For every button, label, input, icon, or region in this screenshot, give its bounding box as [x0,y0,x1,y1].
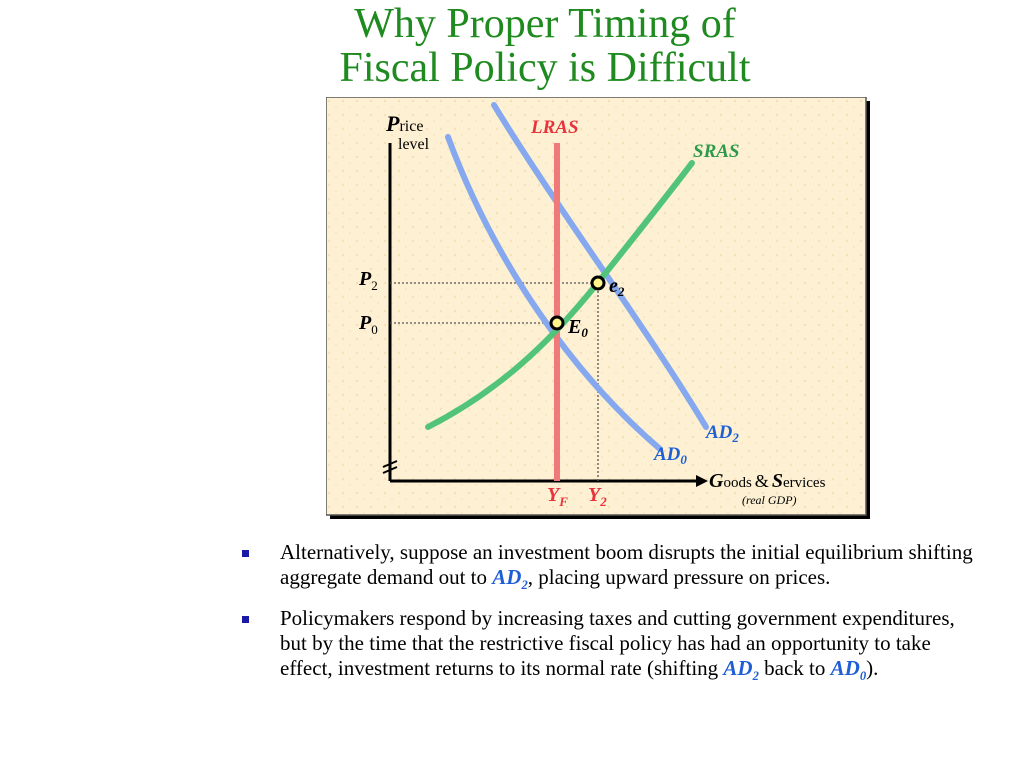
equilibrium-E0-point [549,315,565,331]
E0-label: E0 [567,316,588,340]
bullet-item-2: Policymakers respond by increasing taxes… [238,606,978,689]
bullet-2-text-middle: back to [758,656,831,681]
title-line-1: Why Proper Timing of [354,1,736,47]
p0-tick-label: P0 [358,312,378,337]
diagram-svg: Price level LRAS SRAS AD2 AD0 e2 E0 P2 P… [326,97,870,519]
bullet-2-term-2: AD0 [830,656,867,684]
ad0-label: AD0 [653,444,687,467]
real-gdp-note: (real GDP) [742,493,797,507]
ad2-curve [491,102,709,430]
bullet-list: Alternatively, suppose an investment boo… [238,540,978,697]
ad0-curve [445,134,663,452]
price-level-label-line2: level [398,136,430,153]
ad-as-diagram: Price level LRAS SRAS AD2 AD0 e2 E0 P2 P… [326,97,872,521]
p2-tick-label: P2 [358,268,378,293]
goods-services-label: Goods & Services [709,470,826,492]
bullet-2-text-after: ). [866,656,879,681]
bullet-2-text-before: Policymakers respond by increasing taxes… [280,606,955,681]
equilibrium-e2-point [590,275,606,291]
sras-label: SRAS [693,141,739,162]
bullet-square-icon [242,616,249,624]
bullet-square-icon [242,550,249,557]
panel-background [326,97,867,516]
e2-label: e2 [609,275,625,299]
bullet-2-term-1: AD2 [723,656,759,684]
ad2-label: AD2 [705,422,739,445]
price-level-label: Price [385,111,423,136]
lras-label: LRAS [530,117,579,138]
bullet-1-text-before: Alternatively, suppose an investment boo… [280,540,973,589]
output-axis-arrowhead [696,475,708,487]
axis-break-mark-2 [382,466,398,474]
bullet-item-1: Alternatively, suppose an investment boo… [238,540,978,598]
bullet-1-text-after: , placing upward pressure on prices. [527,565,831,589]
title-line-2: Fiscal Policy is Difficult [339,45,751,91]
slide-title: Why Proper Timing of Fiscal Policy is Di… [300,2,790,90]
y2-tick-label: Y2 [588,484,607,509]
axis-break-mark-1 [382,460,398,468]
yf-tick-label: YF [547,484,568,509]
bullet-1-term: AD2 [492,565,528,593]
